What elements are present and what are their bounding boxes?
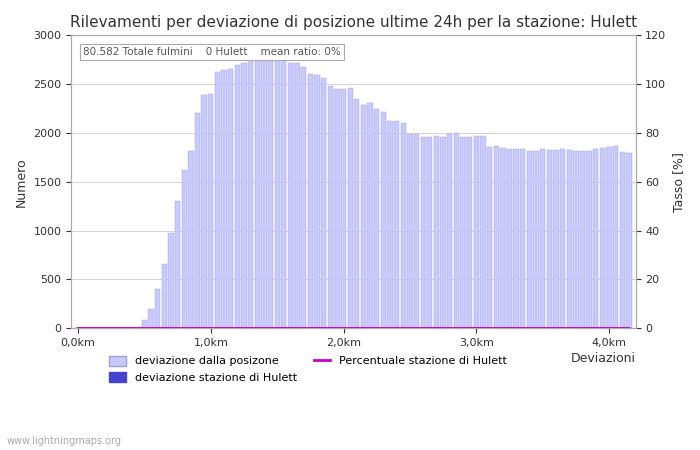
Bar [228, 68, 233, 328]
Bar [461, 137, 466, 328]
Bar [487, 147, 492, 328]
Bar [321, 78, 326, 328]
Bar [347, 88, 353, 328]
Bar [547, 149, 552, 328]
Y-axis label: Tasso [%]: Tasso [%] [672, 152, 685, 212]
Bar [328, 86, 333, 328]
Bar [467, 137, 473, 328]
Text: www.lightningmaps.org: www.lightningmaps.org [7, 436, 122, 446]
Percentuale stazione di Hulett [107, 326, 116, 331]
X-axis label: Deviazioni: Deviazioni [570, 352, 636, 365]
Bar [566, 149, 572, 328]
Bar [600, 148, 605, 328]
Bar [520, 148, 526, 328]
Bar [434, 136, 439, 328]
Bar [308, 74, 313, 328]
Bar [494, 146, 499, 328]
Bar [215, 72, 220, 328]
Bar [526, 151, 532, 328]
Bar [514, 148, 519, 328]
Bar [580, 151, 585, 328]
Bar [208, 94, 213, 328]
Bar [268, 55, 273, 328]
Bar [407, 134, 412, 328]
Percentuale stazione di Hulett [492, 326, 500, 331]
Bar [440, 137, 446, 328]
Bar [427, 137, 433, 328]
Bar [341, 89, 346, 328]
Bar [314, 76, 320, 328]
Bar [368, 103, 372, 328]
Bar [221, 69, 227, 328]
Bar [613, 146, 618, 328]
Bar [188, 151, 193, 328]
Legend: deviazione dalla posizone, deviazione stazione di Hulett, Percentuale stazione d: deviazione dalla posizone, deviazione st… [105, 351, 512, 387]
Bar [261, 49, 267, 328]
Y-axis label: Numero: Numero [15, 157, 28, 207]
Percentuale stazione di Hulett [519, 326, 527, 331]
Percentuale stazione di Hulett [74, 326, 82, 331]
Bar [573, 151, 578, 328]
Bar [248, 60, 253, 328]
Bar [281, 56, 286, 328]
Bar [335, 89, 339, 328]
Bar [560, 148, 565, 328]
Bar [155, 289, 160, 328]
Bar [387, 122, 393, 328]
Percentuale stazione di Hulett [625, 326, 634, 331]
Bar [295, 63, 300, 328]
Bar [507, 148, 512, 328]
Bar [447, 134, 452, 328]
Bar [626, 153, 631, 328]
Bar [162, 264, 167, 328]
Bar [620, 152, 625, 328]
Bar [500, 148, 505, 328]
Bar [288, 63, 293, 328]
Bar [400, 123, 406, 328]
Bar [175, 201, 181, 328]
Text: 80.582 Totale fulmini    0 Hulett    mean ratio: 0%: 80.582 Totale fulmini 0 Hulett mean rati… [83, 47, 340, 57]
Bar [593, 148, 598, 328]
Bar [587, 151, 592, 328]
Bar [202, 95, 206, 328]
Bar [168, 233, 174, 328]
Bar [148, 309, 154, 328]
Bar [181, 170, 187, 328]
Bar [354, 99, 360, 328]
Bar [606, 147, 612, 328]
Bar [255, 53, 260, 328]
Bar [553, 149, 559, 328]
Bar [533, 151, 539, 328]
Bar [381, 112, 386, 328]
Bar [374, 108, 379, 328]
Bar [195, 113, 200, 328]
Bar [241, 63, 246, 328]
Percentuale stazione di Hulett [80, 326, 89, 331]
Percentuale stazione di Hulett [319, 326, 328, 331]
Title: Rilevamenti per deviazione di posizione ultime 24h per la stazione: Hulett: Rilevamenti per deviazione di posizione … [70, 15, 637, 30]
Bar [360, 105, 366, 328]
Bar [421, 137, 426, 328]
Bar [414, 134, 419, 328]
Bar [234, 65, 240, 328]
Bar [394, 122, 399, 328]
Bar [474, 136, 479, 328]
Bar [274, 55, 280, 328]
Bar [540, 148, 545, 328]
Bar [301, 67, 307, 328]
Bar [142, 320, 147, 328]
Percentuale stazione di Hulett [346, 326, 354, 331]
Bar [480, 136, 486, 328]
Bar [454, 133, 459, 328]
